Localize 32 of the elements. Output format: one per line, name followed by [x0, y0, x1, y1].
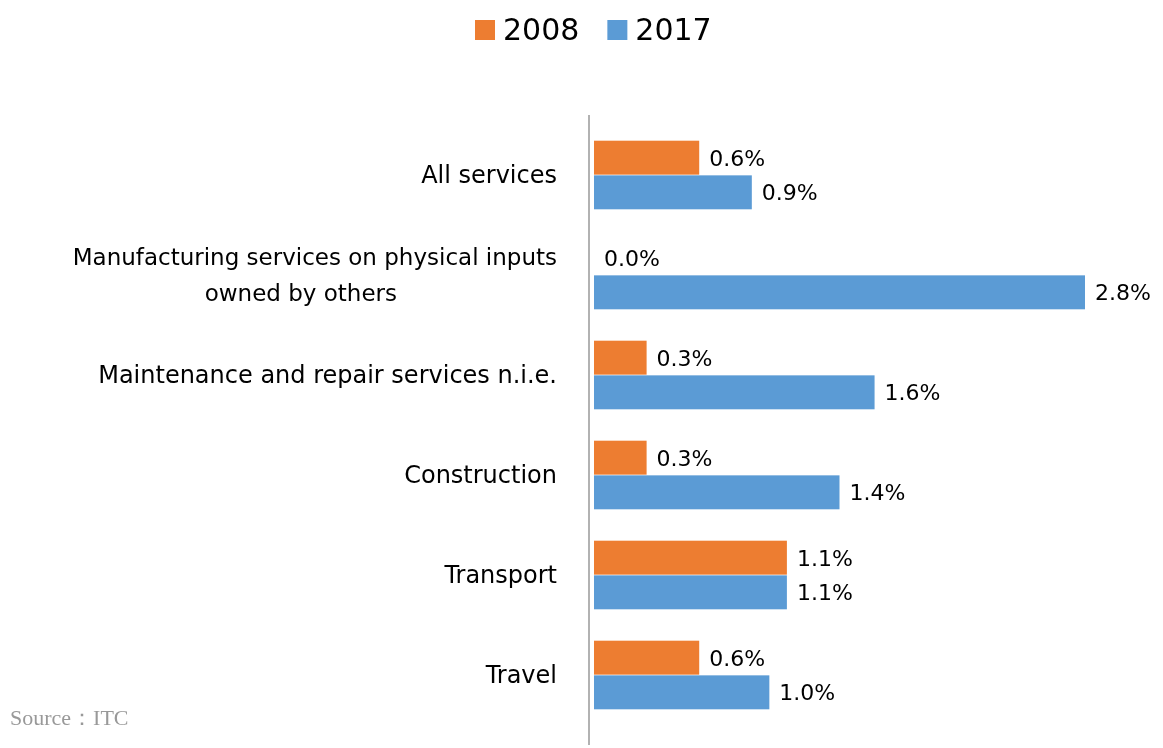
- data-label: 0.6%: [709, 645, 766, 671]
- y-tick-label: Manufacturing services on physical inputs owned by others: [72, 244, 557, 306]
- data-label: 1.4%: [849, 480, 906, 506]
- bar: [594, 375, 875, 410]
- bar: [594, 540, 787, 575]
- data-label: 0.6%: [709, 145, 766, 171]
- data-label: 1.0%: [779, 680, 836, 706]
- data-label: 0.9%: [761, 180, 818, 206]
- bar: [594, 175, 752, 210]
- y-tick-label: All services: [421, 161, 557, 189]
- bar: [594, 675, 770, 710]
- bar: [594, 140, 700, 175]
- bar: [594, 475, 840, 510]
- source-note: Source：ITC: [10, 705, 129, 730]
- data-label: 0.0%: [604, 245, 660, 271]
- data-label: 2.8%: [1095, 280, 1151, 306]
- data-label: 0.3%: [656, 345, 713, 371]
- bar: [594, 275, 1085, 310]
- bar: [594, 340, 647, 375]
- bar: [594, 640, 700, 675]
- data-label: 1.6%: [884, 380, 941, 406]
- legend-label: 2017: [635, 12, 712, 47]
- y-tick-label: Maintenance and repair services n.i.e.: [98, 361, 557, 389]
- y-tick-label: Travel: [484, 661, 557, 689]
- y-tick-label: Transport: [443, 561, 557, 589]
- y-tick-label: Construction: [404, 461, 557, 489]
- bar: [594, 440, 647, 475]
- data-label: 1.1%: [796, 580, 853, 606]
- data-label: 0.3%: [656, 445, 713, 471]
- data-label: 1.1%: [796, 545, 853, 571]
- legend-label: 2008: [503, 12, 580, 47]
- bar: [594, 575, 787, 610]
